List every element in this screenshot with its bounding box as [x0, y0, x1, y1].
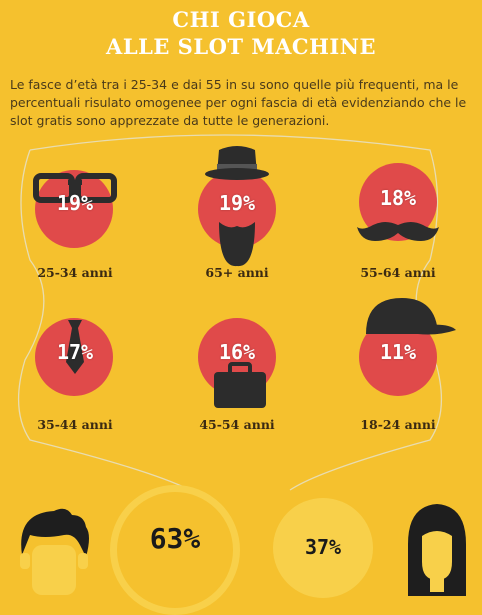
age-label-45-54: 45-54 anni: [199, 417, 275, 432]
intro-text: Le fasce d’età tra i 25-34 e dai 55 in s…: [10, 77, 467, 128]
male-percent-ring: [110, 485, 240, 615]
glasses-icon: [33, 173, 117, 203]
tie-icon: [66, 320, 84, 374]
male-head-icon: [20, 508, 90, 595]
age-percent-25-34: 19%: [56, 191, 94, 215]
female-percent-ring: [273, 498, 373, 598]
female-head-icon: [408, 504, 466, 596]
age-label-65plus: 65+ anni: [205, 265, 269, 280]
age-label-35-44: 35-44 anni: [37, 417, 113, 432]
cap-icon: [366, 298, 456, 335]
title-line-1: CHI GIOCA: [172, 7, 310, 32]
age-percent-18-24: 11%: [379, 340, 417, 364]
age-percent-45-54: 16%: [218, 340, 256, 364]
age-label-55-64: 55-64 anni: [360, 265, 436, 280]
infographic-title: CHI GIOCA ALLE SLOT MACHINE: [0, 6, 482, 60]
age-label-25-34: 25-34 anni: [37, 265, 113, 280]
female-percent: 37%: [304, 535, 342, 559]
briefcase-icon: [214, 362, 266, 408]
male-percent: 63%: [149, 522, 201, 555]
mustache-icon: [357, 222, 439, 241]
age-percent-65plus: 19%: [218, 191, 256, 215]
hat-beard-icon: [205, 146, 269, 267]
title-line-2: ALLE SLOT MACHINE: [106, 34, 376, 59]
age-percent-35-44: 17%: [56, 340, 94, 364]
age-label-18-24: 18-24 anni: [360, 417, 436, 432]
age-percent-55-64: 18%: [379, 186, 417, 210]
